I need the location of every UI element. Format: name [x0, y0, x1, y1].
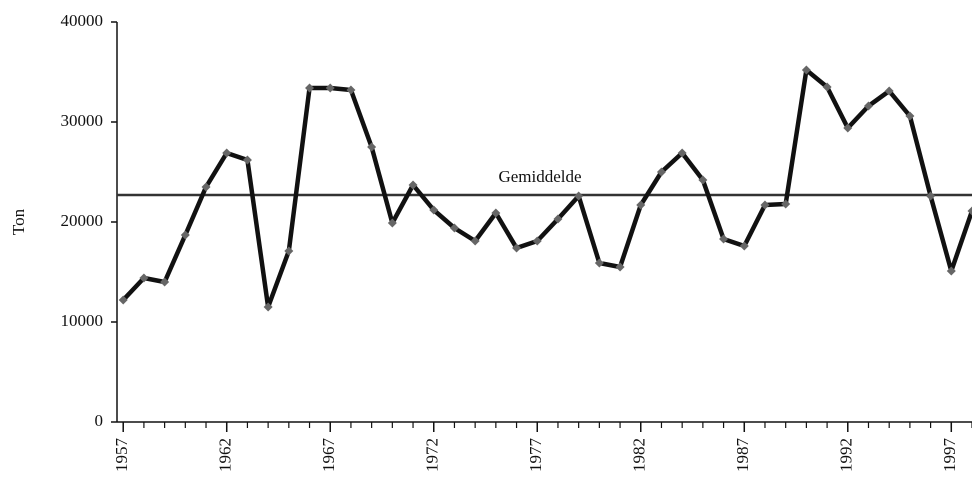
data-point — [801, 65, 811, 75]
y-axis-label: Ton — [9, 208, 28, 235]
data-point — [346, 85, 356, 95]
data-point — [387, 218, 397, 228]
y-tick-label: 20000 — [61, 211, 104, 230]
data-point — [574, 191, 584, 201]
data-point — [180, 230, 190, 240]
data-point — [822, 82, 832, 92]
y-tick-label: 40000 — [61, 11, 104, 30]
data-point — [284, 246, 294, 256]
y-tick-label: 30000 — [61, 111, 104, 130]
x-tick-label: 1957 — [112, 438, 131, 473]
data-point — [139, 273, 149, 283]
data-point — [781, 199, 791, 209]
x-tick-label: 1977 — [526, 438, 545, 473]
data-point — [553, 214, 563, 224]
x-tick-label: 1997 — [940, 438, 959, 473]
data-point — [760, 200, 770, 210]
data-point — [739, 241, 749, 251]
y-tick-label: 0 — [95, 411, 104, 430]
data-point — [719, 234, 729, 244]
x-tick-label: 1967 — [319, 438, 338, 473]
data-point — [367, 142, 377, 152]
x-tick-label: 1992 — [837, 438, 856, 472]
data-point — [636, 200, 646, 210]
data-point — [946, 266, 956, 276]
data-point — [429, 205, 439, 215]
data-point — [263, 302, 273, 312]
data-point — [698, 175, 708, 185]
x-tick-label: 1962 — [216, 438, 235, 472]
data-point — [222, 148, 232, 158]
x-tick-label: 1987 — [733, 438, 752, 473]
data-point — [863, 101, 873, 111]
x-tick-label: 1982 — [630, 438, 649, 472]
y-tick-label: 10000 — [61, 311, 104, 330]
data-point — [843, 123, 853, 133]
data-point — [594, 258, 604, 268]
data-point — [449, 223, 459, 233]
data-line — [121, 67, 972, 310]
data-point — [491, 208, 501, 218]
data-point — [905, 111, 915, 121]
data-point — [677, 148, 687, 158]
data-point — [532, 236, 542, 246]
data-point — [118, 295, 128, 305]
data-point — [884, 86, 894, 96]
data-point — [967, 206, 972, 216]
data-point — [160, 277, 170, 287]
data-point — [615, 262, 625, 272]
data-point — [512, 243, 522, 253]
data-point — [656, 167, 666, 177]
data-point — [470, 236, 480, 246]
data-point — [926, 191, 936, 201]
data-point — [201, 182, 211, 192]
data-point — [325, 83, 335, 93]
data-point — [408, 180, 418, 190]
data-point — [242, 155, 252, 165]
x-tick-label: 1972 — [423, 438, 442, 472]
reference-label: Gemiddelde — [498, 167, 581, 186]
data-point — [305, 83, 315, 93]
